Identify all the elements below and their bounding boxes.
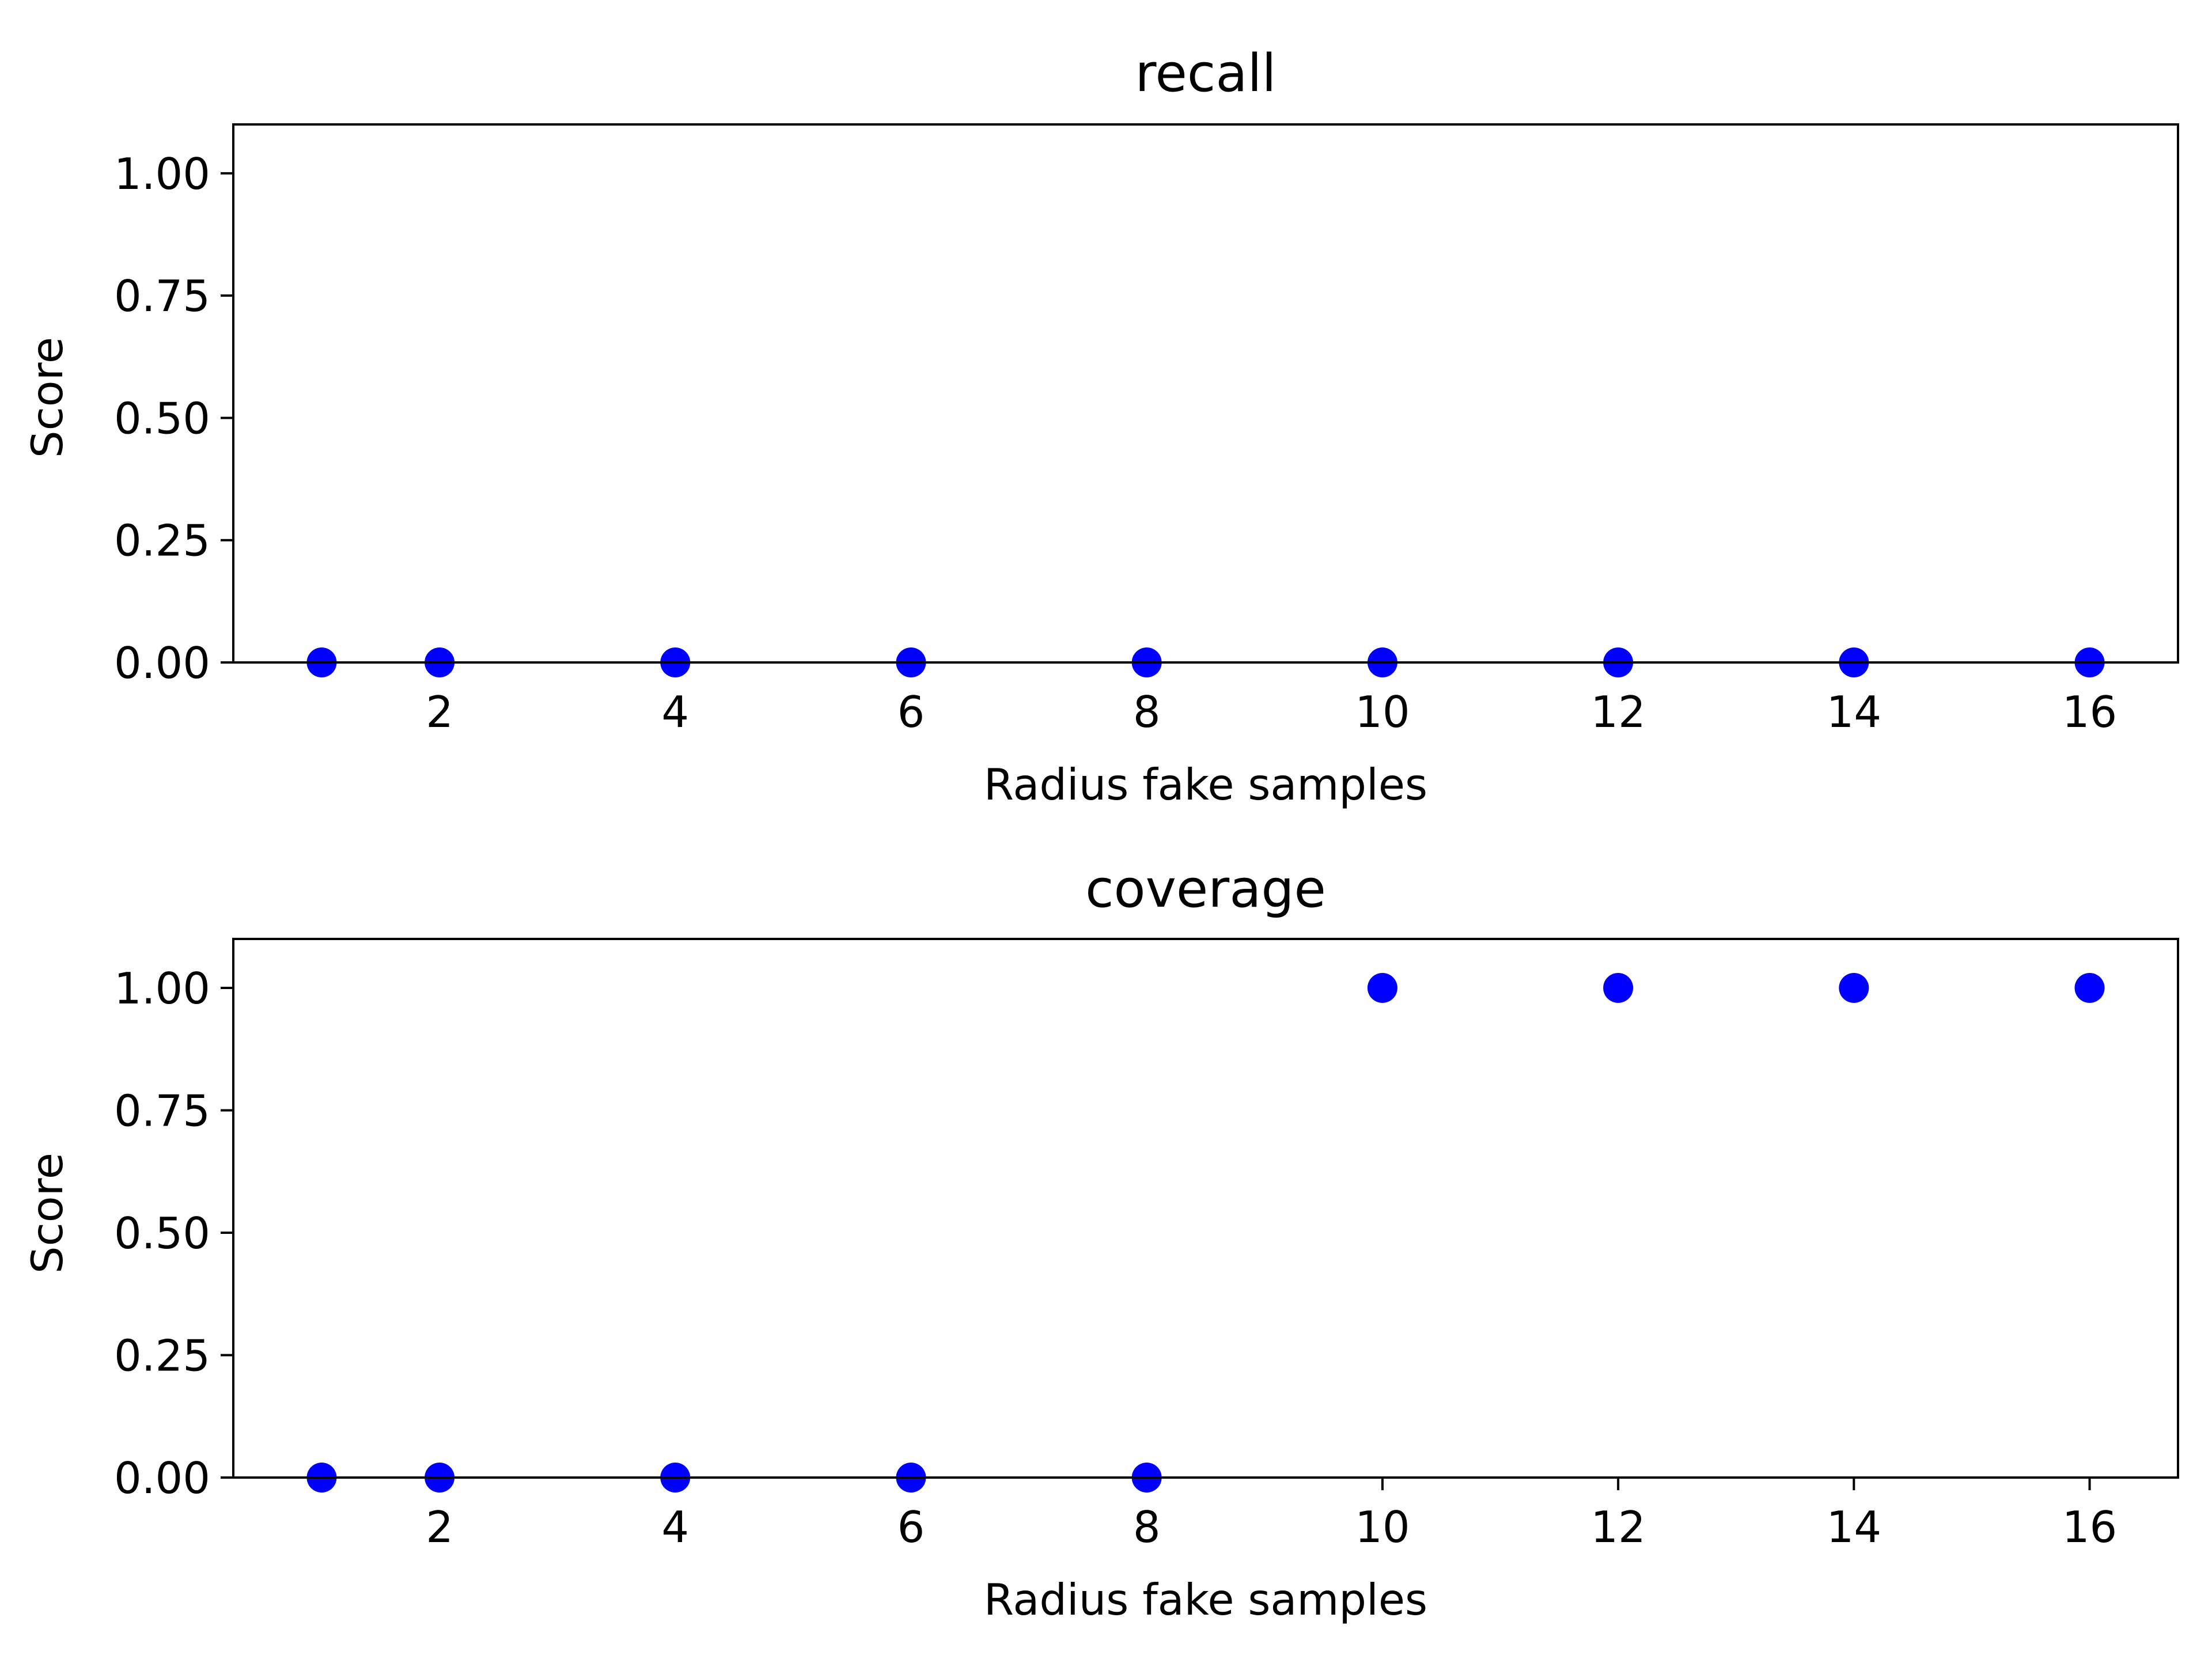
x-tick-label: 12	[1590, 1502, 1645, 1552]
plot-frame	[232, 938, 2179, 1479]
x-axis-label: Radius fake samples	[984, 759, 1427, 810]
x-tick-label: 6	[897, 687, 925, 737]
x-tick-label: 2	[426, 1502, 453, 1552]
x-axis-ticks: 2 4 6 8 10 12 14 16	[426, 662, 2117, 737]
y-tick-label: 0.75	[114, 1086, 210, 1137]
x-axis-ticks: 2 4 6 8 10 12 14 16	[426, 1478, 2117, 1552]
y-axis-label: Score	[22, 337, 73, 458]
y-tick-label: 0.00	[114, 1453, 210, 1503]
data-point	[2074, 973, 2105, 1003]
x-tick-label: 6	[897, 1502, 925, 1552]
x-tick-label: 8	[1133, 687, 1161, 737]
x-tick-label: 14	[1827, 687, 1881, 737]
x-tick-label: 12	[1590, 687, 1645, 737]
y-tick-label: 0.25	[114, 516, 210, 566]
y-tick-label: 1.00	[114, 963, 210, 1014]
x-tick-label: 4	[661, 1502, 689, 1552]
chart-title: coverage	[1085, 859, 1326, 919]
y-tick-label: 0.25	[114, 1331, 210, 1381]
y-tick-label: 1.00	[114, 149, 210, 199]
y-tick-label: 0.50	[114, 1208, 210, 1259]
x-tick-label: 16	[2062, 687, 2117, 737]
y-tick-label: 0.75	[114, 271, 210, 321]
x-tick-label: 16	[2062, 1502, 2117, 1552]
subplot-coverage: coverage 2 4 6 8 10 12 14 16 0.00 0.25 0.50 0.75 1.…	[22, 859, 2179, 1625]
x-axis-label: Radius fake samples	[984, 1574, 1427, 1625]
data-point	[1839, 973, 1869, 1003]
x-tick-label: 2	[426, 687, 453, 737]
x-tick-label: 10	[1355, 1502, 1410, 1552]
data-point	[1367, 973, 1397, 1003]
x-tick-label: 4	[661, 687, 689, 737]
chart-title: recall	[1135, 43, 1276, 104]
y-axis-ticks: 0.00 0.25 0.50 0.75 1.00	[114, 149, 233, 688]
plot-frame	[232, 123, 2179, 664]
x-tick-label: 14	[1827, 1502, 1881, 1552]
y-axis-label: Score	[22, 1153, 73, 1274]
x-tick-label: 8	[1133, 1502, 1161, 1552]
y-tick-label: 0.00	[114, 638, 210, 688]
y-tick-label: 0.50	[114, 393, 210, 444]
x-tick-label: 10	[1355, 687, 1410, 737]
data-point	[1603, 973, 1634, 1003]
y-axis-ticks: 0.00 0.25 0.50 0.75 1.00	[114, 963, 233, 1503]
subplot-recall: recall 2 4 6 8 10 12 14 16 0.00 0.25 0.50 0.75 1.00…	[22, 43, 2179, 810]
